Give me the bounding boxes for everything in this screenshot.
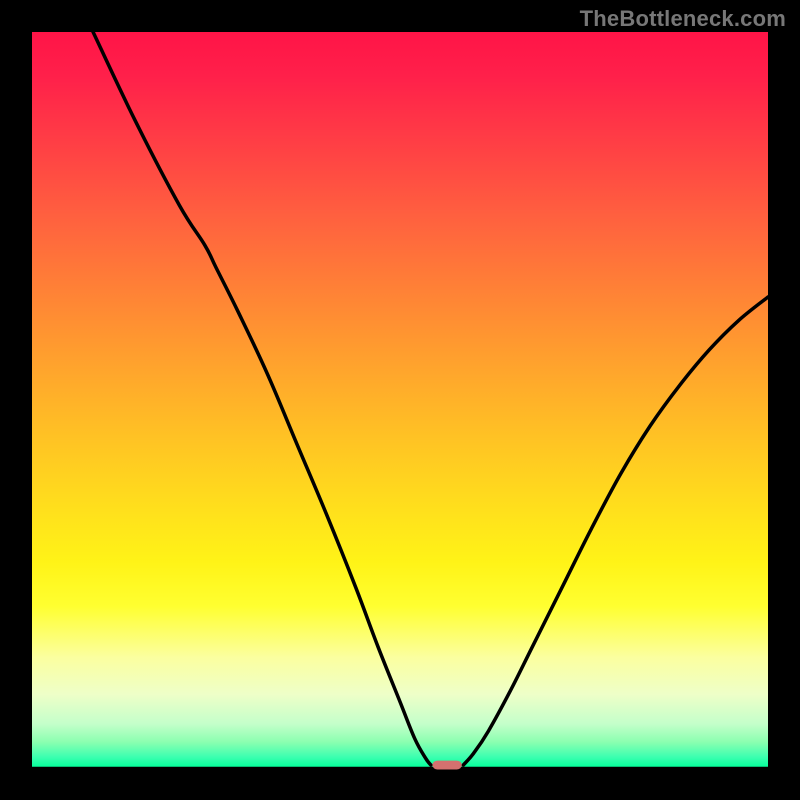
chart-svg (0, 0, 800, 800)
chart-container: TheBottleneck.com (0, 0, 800, 800)
bottleneck-marker (432, 761, 461, 770)
plot-background (32, 32, 768, 768)
watermark-text: TheBottleneck.com (580, 6, 786, 32)
